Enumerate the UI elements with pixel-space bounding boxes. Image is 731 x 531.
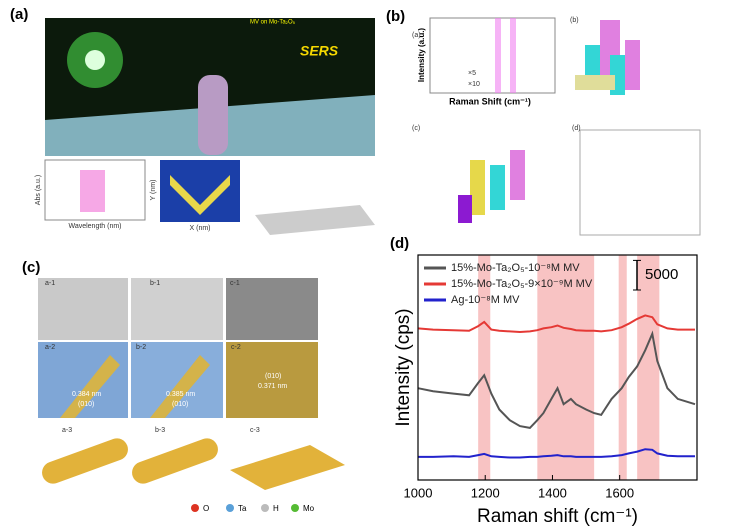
plane: (010) (172, 401, 188, 408)
atom-icon (291, 504, 299, 512)
highlight-band (637, 255, 660, 480)
series-line (417, 330, 696, 429)
sub-label: (c) (412, 125, 420, 132)
laser-spot (85, 50, 105, 70)
sub-label: c-2 (231, 344, 241, 351)
sheet-model (230, 445, 345, 490)
x-tick-label: 1200 (471, 485, 500, 500)
raman-chart: 15%-Mo-Ta₂O₅-10⁻⁸M MV 15%-Mo-Ta₂O₅-9×10⁻⁹… (393, 254, 698, 527)
sub-label: a-2 (45, 344, 55, 351)
sub-label: c-1 (230, 280, 240, 287)
highlight-band (478, 255, 491, 480)
bar3d (458, 195, 472, 223)
raman-band (495, 18, 501, 93)
atom-legend: H (273, 504, 279, 513)
legend-label: 15%-Mo-Ta₂O₅-9×10⁻⁹M MV (451, 278, 593, 290)
sub-label: b-1 (150, 280, 160, 287)
sub-label: a-1 (45, 280, 55, 287)
x-axis-label: Raman shift (cm⁻¹) (477, 506, 638, 527)
x-tick-label: 1400 (538, 485, 567, 500)
plane: (010) (265, 373, 281, 380)
atom-icon (261, 504, 269, 512)
d-spacing: 0.384 nm (72, 391, 101, 398)
tem-image (38, 278, 128, 340)
energy-diagram (579, 129, 701, 236)
abs-xlabel: Wavelength (nm) (68, 223, 121, 230)
field-xlabel: X (nm) (190, 225, 211, 232)
raman-band (510, 18, 516, 93)
raman-xlabel: Raman Shift (cm⁻¹) (449, 96, 531, 106)
bar3d (470, 160, 485, 215)
d-spacing: 0.371 nm (258, 383, 287, 390)
abs-band (80, 170, 105, 212)
panel-label: (b) (386, 8, 405, 25)
mult: ×5 (468, 70, 476, 77)
sub-label: b-3 (155, 427, 165, 434)
highlight-band (537, 255, 595, 480)
bar3d (510, 150, 525, 200)
plane: (010) (78, 401, 94, 408)
y-axis-label: Intensity (cps) (393, 308, 414, 426)
x-tick-label: 1000 (404, 485, 433, 500)
legend-label: 15%-Mo-Ta₂O₅-10⁻⁸M MV (451, 262, 580, 274)
nanorod-image (150, 355, 210, 418)
scale-label: 5000 (645, 266, 678, 283)
legend-label: Ag-10⁻⁸M MV (451, 294, 520, 306)
field-ylabel: Y (nm) (150, 180, 157, 201)
series-line (417, 314, 695, 334)
panel-label: (a) (10, 6, 28, 23)
atom-icon (226, 504, 234, 512)
rod-model (42, 438, 128, 484)
plot-frame (417, 254, 698, 481)
sers-text: SERS (300, 43, 339, 59)
sub-label: c-3 (250, 427, 260, 434)
abs-ylabel: Abs (a.u.) (35, 175, 42, 205)
bar3d (625, 40, 640, 90)
highlight-band (618, 255, 627, 480)
x-tick-label: 1600 (605, 485, 634, 500)
tem-image (226, 278, 318, 340)
mult: ×10 (468, 81, 480, 88)
sub-label: (b) (570, 17, 579, 24)
field-hotspot (170, 175, 230, 215)
series-line (418, 448, 695, 459)
nanorod (198, 75, 228, 155)
tem-image (131, 278, 223, 340)
bar3d (490, 165, 505, 210)
atom-legend: O (203, 504, 209, 513)
d-spacing: 0.385 nm (166, 391, 195, 398)
atom-legend: Mo (303, 504, 315, 513)
nanorod-image (60, 355, 120, 418)
mechanism-slab (255, 205, 375, 235)
atom-icon (191, 504, 199, 512)
atom-legend: Ta (238, 504, 247, 513)
sub-label: (d) (572, 125, 581, 132)
hrtem-image (226, 342, 318, 418)
sub-label: (a) (412, 32, 421, 39)
inset-title: MV on Mo-Ta₂O₅ (250, 20, 296, 26)
panel-label: (c) (22, 259, 40, 276)
bar3d (575, 75, 615, 90)
raman-ylabel: Intensity (a.u.) (417, 28, 426, 83)
panel-label: (d) (390, 235, 409, 252)
rod-model (132, 438, 218, 484)
hrtem-image (131, 342, 223, 418)
raman-plot (429, 17, 556, 94)
sub-label: a-3 (62, 427, 72, 434)
sub-label: b-2 (136, 344, 146, 351)
